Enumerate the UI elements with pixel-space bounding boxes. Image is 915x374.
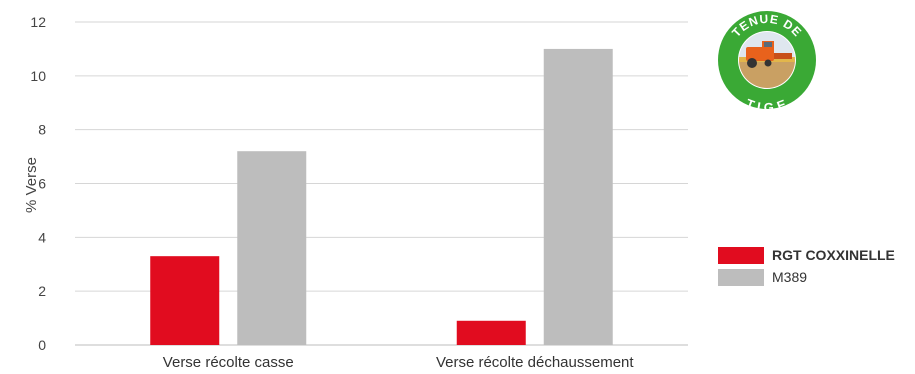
harvester-icon <box>746 41 792 68</box>
tenue-de-tige-badge: TENUE DE TIGE <box>715 8 819 115</box>
y-tick-label: 6 <box>38 176 46 192</box>
category-label: Verse récolte casse <box>163 354 294 371</box>
y-axis-label: % Verse <box>23 157 40 213</box>
bars <box>150 48 613 346</box>
legend: RGT COXXINELLE M389 <box>718 244 895 288</box>
category-labels: Verse récolte casse Verse récolte déchaus… <box>163 354 635 371</box>
y-tick-label: 10 <box>30 68 46 84</box>
y-tick-label: 8 <box>38 122 46 138</box>
legend-item-rgt-coxxinelle: RGT COXXINELLE <box>718 244 895 266</box>
bar-m389 <box>543 48 613 346</box>
y-tick-label: 2 <box>38 283 46 299</box>
bar-rgt-coxxinelle <box>150 256 220 345</box>
bar-m389 <box>237 151 307 345</box>
y-tick-label: 12 <box>30 14 46 30</box>
legend-item-m389: M389 <box>718 266 895 288</box>
legend-swatch <box>718 246 764 264</box>
legend-swatch <box>718 268 764 286</box>
legend-label: RGT COXXINELLE <box>772 247 895 263</box>
bar-rgt-coxxinelle <box>456 320 526 345</box>
y-tick-label: 4 <box>38 229 46 245</box>
y-tick-labels: 0 2 4 6 8 10 12 <box>30 14 46 353</box>
category-label: Verse récolte déchaussement <box>436 354 634 371</box>
legend-label: M389 <box>772 269 808 285</box>
y-tick-label: 0 <box>38 337 46 353</box>
